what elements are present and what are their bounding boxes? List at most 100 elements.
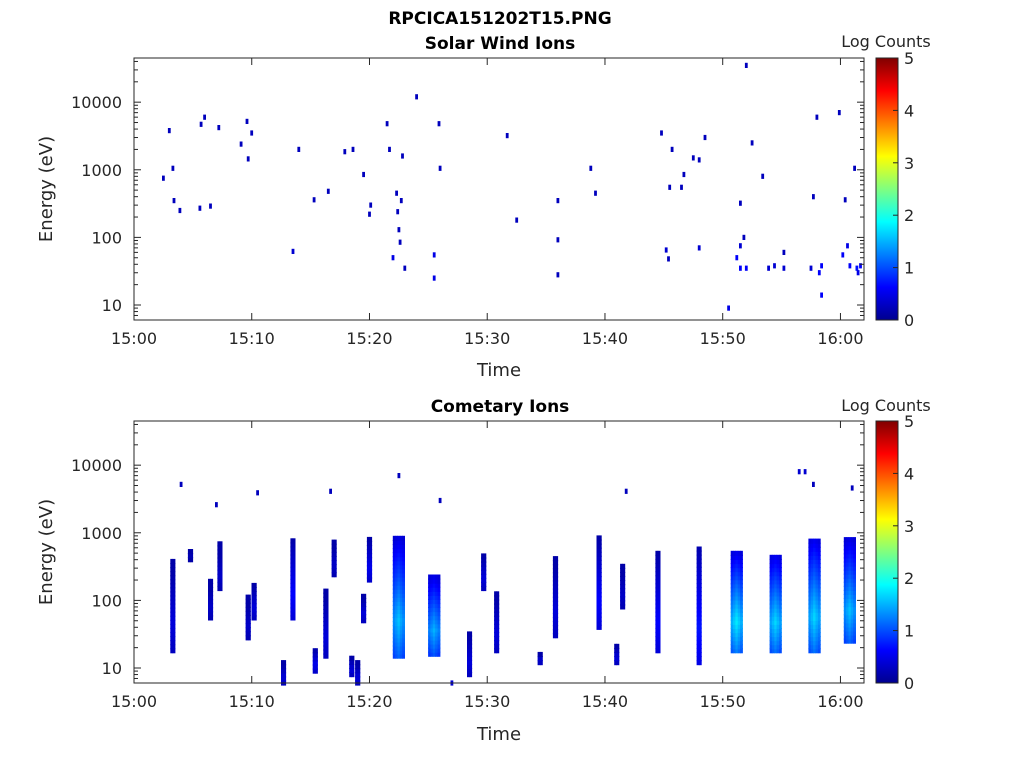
panel-solar-wind-ions: Solar Wind Ions 15:00 15:10 15:20 15:30 15:4… xyxy=(36,32,931,381)
data-cell xyxy=(843,565,847,571)
data-cell xyxy=(620,584,623,590)
data-cell xyxy=(251,607,255,613)
data-cell xyxy=(366,553,370,559)
data-cell xyxy=(815,546,819,552)
data-cell xyxy=(399,633,403,639)
data-cell xyxy=(325,645,329,651)
data-cell xyxy=(399,548,403,554)
data-cell xyxy=(850,565,854,571)
data-cell xyxy=(810,587,814,593)
data-cell xyxy=(774,563,778,569)
data-cell xyxy=(397,535,401,541)
data-cell xyxy=(403,265,407,271)
data-cell xyxy=(779,627,782,634)
data-cell xyxy=(774,648,778,654)
data-cell xyxy=(430,598,434,605)
data-cell xyxy=(735,255,739,261)
data-cell xyxy=(349,667,352,674)
data-cell xyxy=(369,540,373,547)
data-cell xyxy=(733,563,736,569)
data-cell xyxy=(555,584,559,590)
data-cell xyxy=(469,643,473,649)
data-cell xyxy=(779,607,782,613)
y-tick-label: 100 xyxy=(91,591,122,610)
data-cell xyxy=(190,553,194,559)
data-cell xyxy=(170,599,174,605)
data-cell xyxy=(808,640,812,646)
data-cell xyxy=(848,263,852,269)
data-cell xyxy=(172,615,176,621)
data-cell xyxy=(469,672,473,678)
data-cell xyxy=(323,629,327,635)
data-cell xyxy=(333,564,337,570)
data-cell xyxy=(325,600,329,606)
data-cell xyxy=(366,545,370,551)
data-cell xyxy=(469,659,473,665)
data-cell xyxy=(779,591,782,597)
data-cell xyxy=(323,633,327,639)
data-cell xyxy=(215,502,218,508)
data-cell xyxy=(850,638,854,644)
data-cell xyxy=(369,553,373,559)
data-cell xyxy=(552,612,556,619)
data-cell xyxy=(395,600,398,606)
data-cell xyxy=(846,626,849,632)
data-cell xyxy=(776,587,780,593)
data-cell xyxy=(813,538,816,544)
data-cell xyxy=(366,577,370,583)
data-cell xyxy=(555,568,559,574)
data-cell xyxy=(432,631,436,637)
data-cell xyxy=(357,672,361,678)
data-cell xyxy=(437,582,441,588)
data-cell xyxy=(397,552,401,558)
data-cell xyxy=(808,571,812,577)
data-cell xyxy=(850,585,854,591)
data-cell xyxy=(397,548,401,554)
data-cell xyxy=(596,584,600,590)
data-cell xyxy=(172,567,176,573)
data-cell xyxy=(432,627,436,633)
data-cell xyxy=(167,128,171,134)
data-cell xyxy=(435,602,438,609)
data-cell xyxy=(853,614,856,620)
data-cell xyxy=(428,598,431,605)
data-cell xyxy=(437,598,441,605)
data-cell xyxy=(846,541,849,547)
data-cell xyxy=(696,643,700,649)
data-cell xyxy=(846,569,849,575)
data-cell xyxy=(616,656,620,662)
data-cell xyxy=(813,579,816,585)
data-cell xyxy=(170,615,174,621)
data-cell xyxy=(290,615,294,621)
data-cell xyxy=(395,645,398,651)
data-cell xyxy=(315,656,318,662)
data-cell xyxy=(696,591,700,597)
data-cell xyxy=(808,648,812,654)
data-cell xyxy=(481,581,484,587)
data-cell xyxy=(771,607,775,613)
data-cell xyxy=(696,639,700,645)
data-cell xyxy=(696,599,700,605)
data-cell xyxy=(733,615,736,621)
data-cell xyxy=(219,561,223,567)
data-cell xyxy=(774,567,778,573)
data-cell xyxy=(598,596,602,602)
data-cell xyxy=(248,614,251,621)
data-cell xyxy=(253,599,257,605)
data-cell xyxy=(208,611,211,617)
data-cell xyxy=(737,619,741,625)
data-cell xyxy=(733,603,736,609)
data-cell xyxy=(435,590,438,596)
data-cell xyxy=(808,546,812,552)
data-cell xyxy=(402,649,405,655)
data-cell xyxy=(494,599,497,605)
data-cell xyxy=(552,604,556,610)
data-cell xyxy=(622,575,626,582)
data-cell xyxy=(343,149,347,155)
data-cell xyxy=(248,594,251,600)
data-cell xyxy=(397,556,401,562)
x-tick-label: 15:20 xyxy=(346,692,392,711)
data-cell xyxy=(402,641,405,647)
data-cell xyxy=(740,631,743,638)
